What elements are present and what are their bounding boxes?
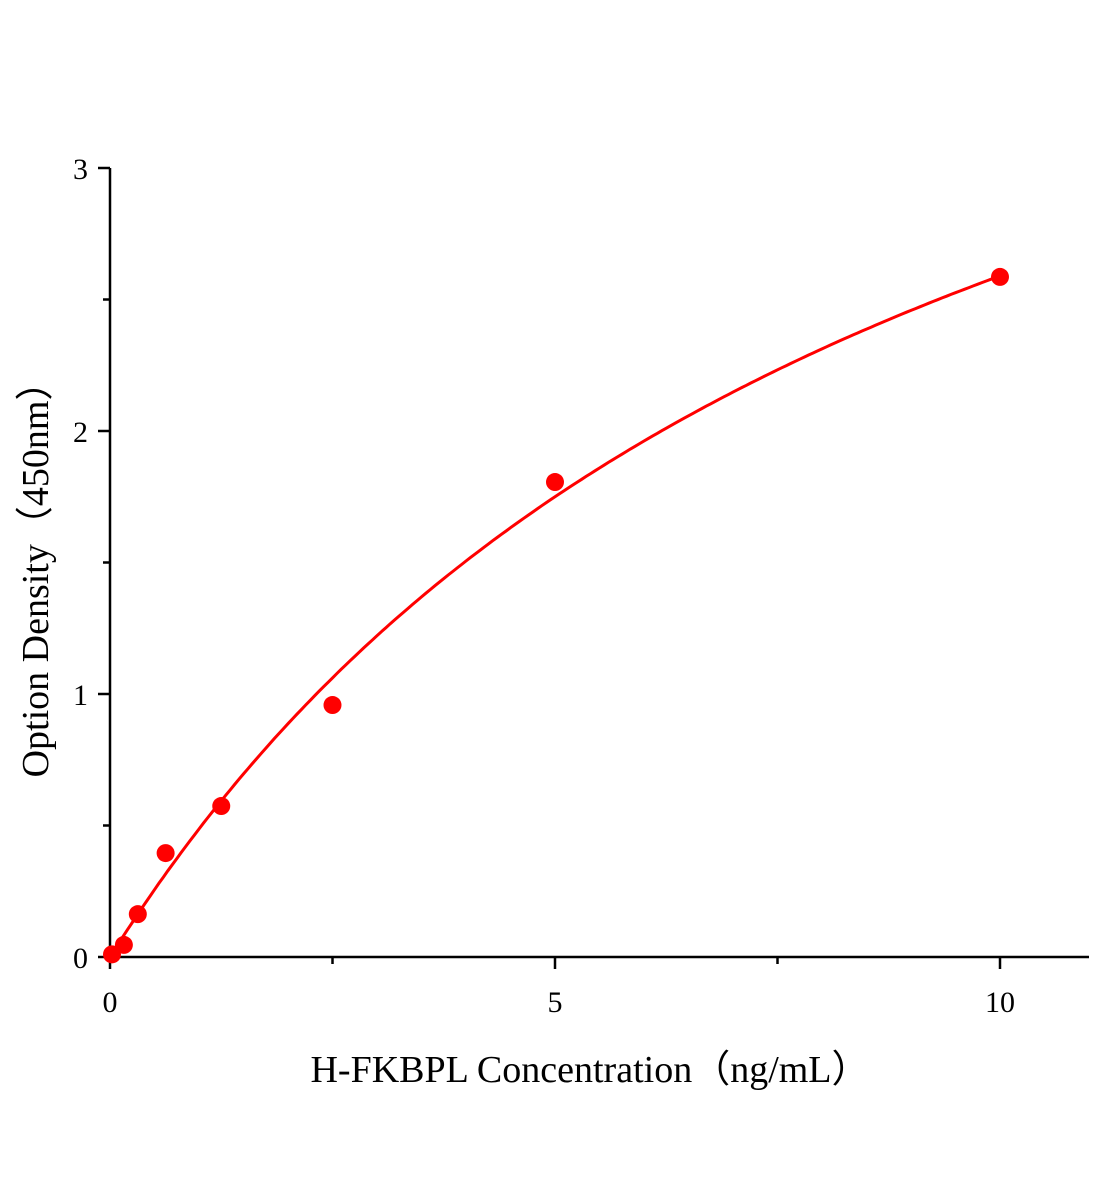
data-point	[128, 905, 147, 924]
y-tick-label-1: 1	[73, 679, 88, 712]
data-point	[156, 844, 175, 863]
data-point	[991, 267, 1009, 286]
axes	[108, 168, 1089, 959]
x-tick-label-10: 10	[985, 986, 1015, 1019]
x-tick-label-5: 5	[548, 986, 563, 1019]
fit-curve	[108, 274, 1001, 958]
y-axis-title: Option Density（450nm）	[15, 363, 57, 778]
data-point	[546, 473, 564, 492]
x-tick-label-0: 0	[103, 986, 118, 1019]
data-point	[323, 696, 342, 715]
data-point	[212, 797, 231, 816]
y-tick-label-3: 3	[73, 153, 88, 186]
x-axis-title: H-FKBPL Concentration（ng/mL）	[310, 1049, 869, 1091]
ticks	[98, 166, 1002, 969]
y-tick-label-0: 0	[73, 942, 88, 975]
data-point	[114, 935, 133, 954]
data-points	[103, 267, 1009, 964]
y-tick-label-2: 2	[73, 416, 88, 449]
